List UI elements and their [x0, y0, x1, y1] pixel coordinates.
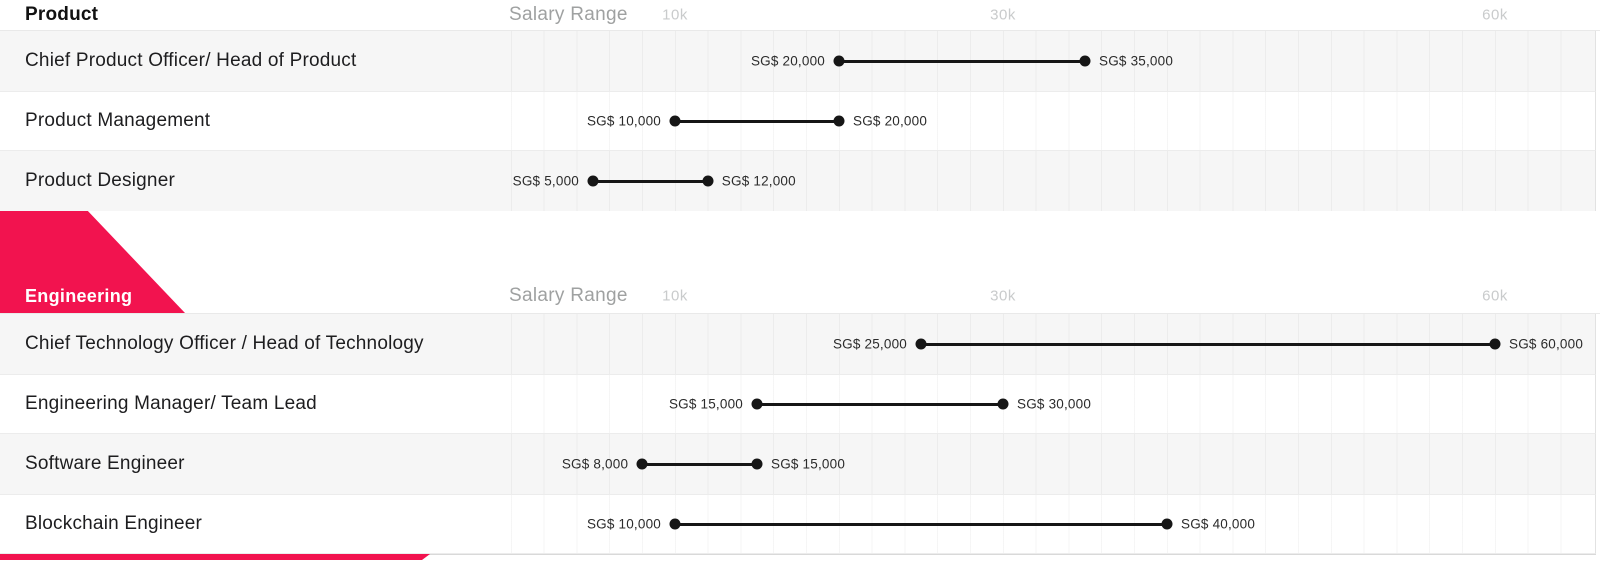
- role-label: Product Management: [25, 110, 211, 131]
- min-dot: [833, 55, 845, 67]
- axis-tick-10k: 10k: [662, 287, 688, 305]
- section-product: Product Salary Range 10k 30k 60k Chief P…: [0, 0, 1600, 211]
- role-label: Chief Product Officer/ Head of Product: [25, 50, 357, 71]
- max-salary-label: SG$ 12,000: [721, 173, 796, 189]
- table-row-chief-product-officer: Chief Product Officer/ Head of Product S…: [0, 31, 1596, 91]
- axis-tick-60k: 60k: [1482, 287, 1508, 305]
- min-dot: [636, 458, 648, 470]
- salary-range-cell: SG$ 5,000 SG$ 12,000: [495, 151, 1595, 211]
- table-row-blockchain-engineer: Blockchain Engineer SG$ 10,000 SG$ 40,00…: [0, 494, 1596, 554]
- axis-tick-30k: 30k: [990, 287, 1016, 305]
- section-title-engineering: Engineering: [25, 285, 133, 306]
- range-line: [921, 342, 1495, 346]
- min-salary-label: SG$ 5,000: [512, 173, 579, 189]
- table-row-cto: Chief Technology Officer / Head of Techn…: [0, 314, 1596, 374]
- max-salary-label: SG$ 40,000: [1181, 516, 1256, 532]
- salary-range-label: Salary Range: [509, 4, 628, 25]
- max-salary-label: SG$ 30,000: [1017, 396, 1092, 412]
- min-dot: [915, 338, 927, 350]
- next-section-ribbon: [0, 554, 430, 560]
- engineering-axis-header: Salary Range 10k 30k 60k: [495, 281, 1596, 311]
- product-axis-header: Salary Range 10k 30k 60k: [495, 0, 1600, 30]
- table-row-product-management: Product Management SG$ 10,000 SG$ 20,000: [0, 91, 1596, 151]
- next-section-divider: [0, 554, 1596, 563]
- engineering-header: Engineering Salary Range 10k 30k 60k: [0, 211, 1600, 313]
- max-dot: [1079, 55, 1091, 67]
- axis-tick-30k: 30k: [990, 6, 1016, 24]
- role-label: Chief Technology Officer / Head of Techn…: [25, 333, 424, 354]
- role-label: Product Designer: [25, 170, 175, 191]
- table-row-product-designer: Product Designer SG$ 5,000 SG$ 12,000: [0, 151, 1596, 211]
- range-line: [675, 522, 1167, 526]
- salary-range-cell: SG$ 10,000 SG$ 40,000: [495, 495, 1595, 553]
- max-salary-label: SG$ 20,000: [853, 113, 928, 129]
- min-salary-label: SG$ 10,000: [586, 113, 661, 129]
- range-line: [757, 402, 1003, 406]
- max-dot: [997, 398, 1009, 410]
- max-dot: [702, 175, 714, 187]
- min-dot: [587, 175, 599, 187]
- min-dot: [751, 398, 763, 410]
- min-salary-label: SG$ 10,000: [586, 516, 661, 532]
- range-line: [839, 59, 1085, 63]
- max-dot: [1161, 518, 1173, 530]
- axis-tick-10k: 10k: [662, 6, 688, 24]
- role-label: Software Engineer: [25, 453, 185, 474]
- salary-range-cell: SG$ 10,000 SG$ 20,000: [495, 92, 1595, 150]
- min-salary-label: SG$ 8,000: [561, 456, 629, 472]
- table-row-software-engineer: Software Engineer SG$ 8,000 SG$ 15,000: [0, 434, 1596, 494]
- max-dot: [833, 115, 845, 127]
- salary-range-label: Salary Range: [509, 285, 628, 306]
- role-label: Blockchain Engineer: [25, 513, 203, 534]
- salary-range-cell: SG$ 8,000 SG$ 15,000: [495, 434, 1595, 494]
- range-line: [642, 462, 757, 466]
- axis-tick-60k: 60k: [1482, 6, 1508, 24]
- range-line: [675, 119, 839, 123]
- min-salary-label: SG$ 25,000: [832, 336, 907, 352]
- min-dot: [669, 115, 681, 127]
- range-line: [593, 179, 708, 183]
- max-salary-label: SG$ 15,000: [770, 456, 846, 472]
- salary-range-cell: SG$ 20,000 SG$ 35,000: [495, 31, 1595, 91]
- section-engineering: Engineering Salary Range 10k 30k 60k Chi…: [0, 211, 1600, 554]
- max-salary-label: SG$ 35,000: [1099, 53, 1174, 69]
- min-dot: [669, 518, 681, 530]
- max-dot: [1489, 338, 1501, 350]
- section-title-product: Product: [25, 4, 99, 25]
- product-header: Product Salary Range 10k 30k 60k: [0, 0, 1600, 30]
- table-row-engineering-manager: Engineering Manager/ Team Lead SG$ 15,00…: [0, 374, 1596, 434]
- min-salary-label: SG$ 15,000: [668, 396, 743, 412]
- salary-range-cell: SG$ 15,000 SG$ 30,000: [495, 375, 1595, 433]
- min-salary-label: SG$ 20,000: [750, 53, 825, 69]
- max-dot: [751, 458, 763, 470]
- role-label: Engineering Manager/ Team Lead: [25, 393, 317, 414]
- salary-range-cell: SG$ 25,000 SG$ 60,000: [495, 314, 1595, 374]
- max-salary-label: SG$ 60,000: [1509, 336, 1584, 352]
